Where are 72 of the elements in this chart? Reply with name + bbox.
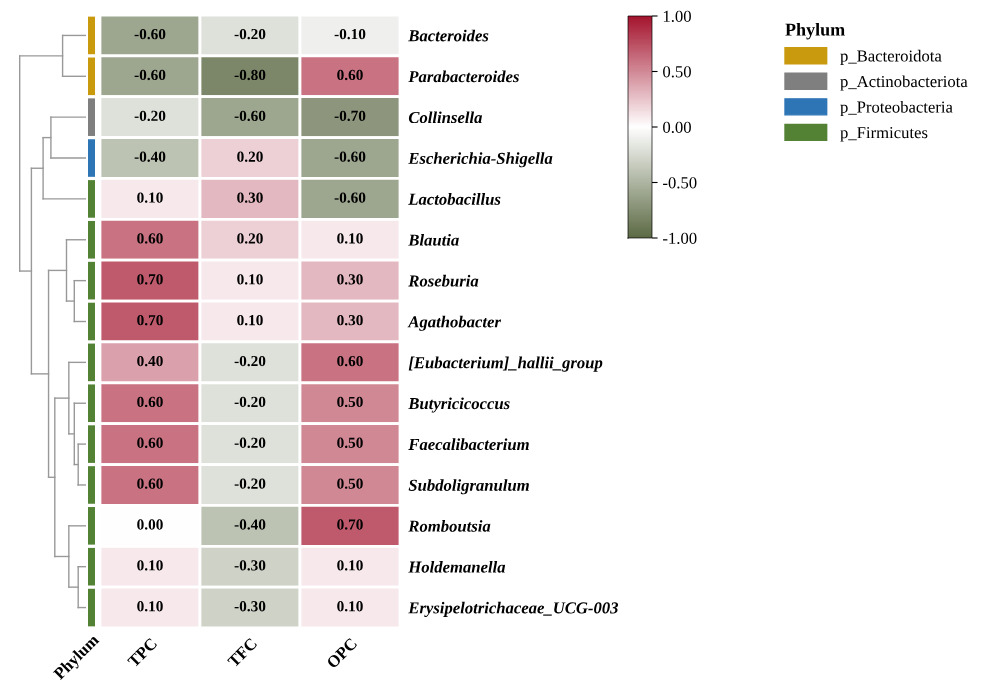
data-label: -0.60 — [334, 192, 366, 203]
text: p_Bacteroidota — [840, 49, 942, 65]
data-label: -0.80 — [234, 69, 266, 81]
y-tick-label: Butyricicoccus — [408, 397, 510, 413]
y-tick-label: Agathobacter — [407, 315, 502, 331]
data-label: -0.20 — [134, 110, 166, 122]
data-label: -0.60 — [234, 110, 266, 122]
data-label: 0.50 — [337, 396, 363, 408]
data-label: -0.20 — [234, 396, 266, 408]
y-tick-label: Blautia — [408, 233, 459, 246]
data-label: -0.60 — [334, 151, 366, 162]
text: p_Proteobacteria — [840, 100, 953, 117]
data-label: -0.60 — [134, 28, 166, 40]
data-label: 0.60 — [137, 437, 163, 448]
color-bar-label: 1.00 — [663, 10, 691, 23]
data-label: -0.40 — [234, 519, 266, 530]
data-label: 0.40 — [137, 355, 163, 367]
data-label: 0.10 — [237, 274, 263, 285]
text: Phylum — [785, 23, 845, 40]
data-label: 0.10 — [137, 560, 163, 571]
data-label: -0.60 — [134, 69, 166, 81]
data-label: 0.10 — [337, 601, 363, 612]
data-label: 0.70 — [137, 274, 163, 285]
data-label: 0.50 — [337, 437, 363, 448]
y-tick-label: Roseburia — [408, 274, 479, 287]
data-label: 0.70 — [137, 315, 163, 326]
data-label: 0.20 — [237, 151, 263, 162]
data-label: 0.60 — [337, 355, 363, 367]
data-label: -0.20 — [234, 437, 266, 448]
data-label: -0.20 — [234, 28, 266, 40]
data-label: -0.10 — [334, 28, 366, 40]
y-tick-label: Lactobacillus — [408, 193, 501, 205]
y-tick-label: Romboutsia — [408, 520, 491, 532]
data-label: 0.50 — [337, 478, 363, 489]
data-label: 0.10 — [337, 560, 363, 571]
data-label: 0.70 — [337, 519, 363, 530]
text: p_Actinobacteriota — [840, 75, 968, 91]
color-bar-label: 0.50 — [663, 66, 691, 78]
data-label: 0.30 — [337, 274, 363, 285]
y-tick-label: Subdoligranulum — [408, 479, 529, 495]
y-tick-label: [Eubacterium]_hallii_group — [408, 356, 603, 372]
data-label: 0.60 — [137, 396, 163, 408]
data-label: 0.10 — [137, 192, 163, 203]
data-label: 0.10 — [137, 601, 163, 612]
data-label: 0.30 — [237, 192, 263, 203]
data-label: -0.40 — [134, 151, 166, 162]
y-tick-label: Erysipelotrichaceae_UCG-003 — [408, 601, 619, 617]
data-label: 0.60 — [137, 478, 163, 489]
y-tick-label: Escherichia-Shigella — [408, 152, 553, 168]
y-tick-label: Faecalibacterium — [408, 438, 529, 451]
data-label: 0.60 — [137, 233, 163, 244]
y-tick-label: Parabacteroides — [408, 70, 519, 83]
data-label: 0.60 — [337, 69, 363, 81]
y-tick-label: Bacteroides — [408, 29, 489, 42]
data-label: -0.70 — [334, 110, 366, 122]
y-tick-label: Holdemanella — [408, 560, 506, 573]
data-label: 0.30 — [337, 315, 363, 326]
data-label: 0.20 — [237, 233, 263, 244]
data-label: -0.20 — [234, 478, 266, 489]
data-label: 0.10 — [337, 233, 363, 244]
data-label: 0.10 — [237, 315, 263, 326]
x-tick-label: TFC — [226, 637, 258, 669]
color-bar-label: -0.50 — [663, 177, 697, 189]
color-bar-label: 0.00 — [663, 121, 691, 134]
data-label: -0.30 — [234, 601, 266, 612]
data-label: -0.20 — [234, 355, 266, 367]
data-label: 0.00 — [137, 519, 163, 530]
y-tick-label: Collinsella — [408, 111, 483, 124]
x-tick-label: TPC — [126, 637, 158, 669]
data-label: -0.30 — [234, 560, 266, 571]
color-bar-label: -1.00 — [663, 232, 697, 245]
text: p_Firmicutes — [840, 127, 928, 142]
